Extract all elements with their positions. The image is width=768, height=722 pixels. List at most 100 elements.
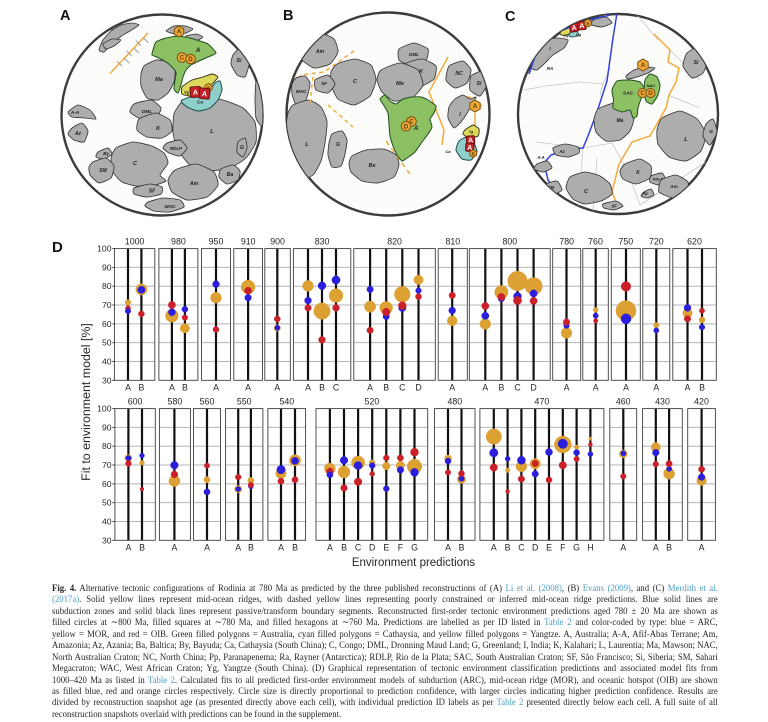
svg-text:460: 460: [616, 397, 631, 407]
svg-text:Ma: Ma: [617, 118, 624, 124]
svg-text:By: By: [103, 151, 109, 156]
svg-text:70: 70: [102, 300, 112, 310]
svg-text:560: 560: [200, 397, 215, 407]
svg-text:30: 30: [102, 375, 112, 385]
svg-text:Si: Si: [694, 60, 699, 66]
svg-text:830: 830: [315, 237, 330, 247]
svg-text:A: A: [482, 382, 488, 392]
svg-text:C: C: [180, 55, 185, 62]
svg-text:SM: SM: [99, 168, 107, 174]
svg-text:540: 540: [279, 397, 294, 407]
svg-text:980: 980: [171, 237, 186, 247]
svg-text:Az: Az: [558, 149, 565, 154]
svg-text:780: 780: [559, 237, 574, 247]
svg-text:A: A: [685, 382, 691, 392]
svg-text:550: 550: [237, 397, 252, 407]
svg-text:A: A: [125, 542, 131, 552]
svg-text:C: C: [353, 79, 358, 85]
svg-text:WAC: WAC: [164, 204, 176, 210]
svg-text:SM: SM: [548, 185, 555, 190]
svg-text:RA: RA: [547, 66, 553, 71]
svg-text:50: 50: [102, 498, 112, 508]
svg-text:SF: SF: [149, 189, 156, 195]
svg-text:C: C: [514, 382, 521, 392]
svg-text:A: A: [60, 8, 71, 24]
svg-text:E: E: [546, 542, 552, 552]
svg-text:A: A: [125, 382, 131, 392]
svg-text:B: B: [283, 8, 293, 24]
svg-text:A: A: [653, 382, 659, 392]
svg-text:K: K: [156, 126, 161, 132]
svg-text:470: 470: [535, 397, 550, 407]
svg-text:Ca: Ca: [576, 33, 582, 38]
svg-text:90: 90: [102, 422, 112, 432]
svg-text:A: A: [171, 542, 177, 552]
svg-text:Am: Am: [189, 181, 199, 187]
svg-text:K: K: [636, 170, 640, 176]
svg-text:C: C: [505, 9, 516, 25]
svg-text:40: 40: [102, 517, 112, 527]
svg-text:720: 720: [649, 237, 664, 247]
svg-text:B: B: [182, 382, 188, 392]
svg-text:750: 750: [618, 237, 633, 247]
svg-text:A: A: [445, 542, 451, 552]
svg-text:A: A: [449, 382, 455, 392]
svg-text:SAC: SAC: [623, 91, 634, 97]
svg-text:B: B: [505, 542, 511, 552]
svg-text:B: B: [383, 382, 389, 392]
svg-text:Ca: Ca: [197, 100, 203, 106]
svg-text:80: 80: [102, 281, 112, 291]
svg-text:DML: DML: [142, 109, 152, 115]
svg-text:A: A: [327, 542, 333, 552]
svg-text:A: A: [699, 542, 705, 552]
svg-text:A: A: [623, 382, 629, 392]
svg-text:A: A: [305, 382, 311, 392]
svg-text:A: A: [169, 382, 175, 392]
svg-text:A: A: [468, 137, 474, 144]
svg-text:B: B: [292, 542, 298, 552]
svg-text:D: D: [188, 56, 193, 63]
svg-text:A: A: [579, 23, 585, 30]
svg-text:Si: Si: [477, 81, 482, 87]
svg-text:480: 480: [447, 397, 462, 407]
svg-text:Am: Am: [315, 49, 325, 55]
svg-text:C: C: [584, 189, 589, 195]
svg-text:A: A: [620, 542, 626, 552]
svg-text:Az: Az: [74, 131, 82, 137]
svg-text:A: A: [274, 382, 280, 392]
svg-text:A: A: [195, 48, 200, 54]
svg-text:910: 910: [241, 237, 256, 247]
svg-text:1000: 1000: [125, 237, 145, 247]
svg-text:A: A: [473, 103, 478, 110]
svg-text:Si: Si: [236, 58, 242, 64]
svg-text:B: B: [498, 382, 504, 392]
svg-text:A-A: A-A: [536, 155, 544, 160]
svg-text:DML: DML: [409, 52, 419, 57]
svg-text:D: D: [648, 90, 653, 97]
svg-text:Fit to environment model [%]: Fit to environment model [%]: [79, 323, 93, 481]
svg-text:D: D: [532, 542, 538, 552]
svg-text:A: A: [653, 542, 659, 552]
svg-text:A: A: [367, 382, 373, 392]
svg-text:G: G: [411, 542, 418, 552]
svg-text:SF: SF: [611, 204, 617, 209]
svg-text:600: 600: [128, 397, 143, 407]
svg-text:Ma: Ma: [155, 77, 163, 83]
svg-text:F: F: [398, 542, 404, 552]
svg-text:40: 40: [102, 357, 112, 367]
svg-text:A: A: [467, 145, 472, 152]
svg-text:C: C: [133, 161, 138, 167]
svg-text:WAC: WAC: [296, 89, 307, 94]
svg-text:810: 810: [445, 237, 460, 247]
svg-text:B: B: [699, 382, 705, 392]
svg-text:D: D: [530, 382, 536, 392]
svg-text:C: C: [333, 382, 340, 392]
svg-text:A: A: [177, 29, 182, 36]
svg-text:L: L: [210, 129, 214, 135]
svg-text:Be: Be: [369, 163, 376, 169]
svg-text:F: F: [560, 542, 566, 552]
svg-text:G: G: [240, 145, 244, 151]
svg-text:C: C: [640, 90, 645, 97]
svg-text:B: B: [459, 542, 465, 552]
svg-text:A: A: [204, 542, 210, 552]
